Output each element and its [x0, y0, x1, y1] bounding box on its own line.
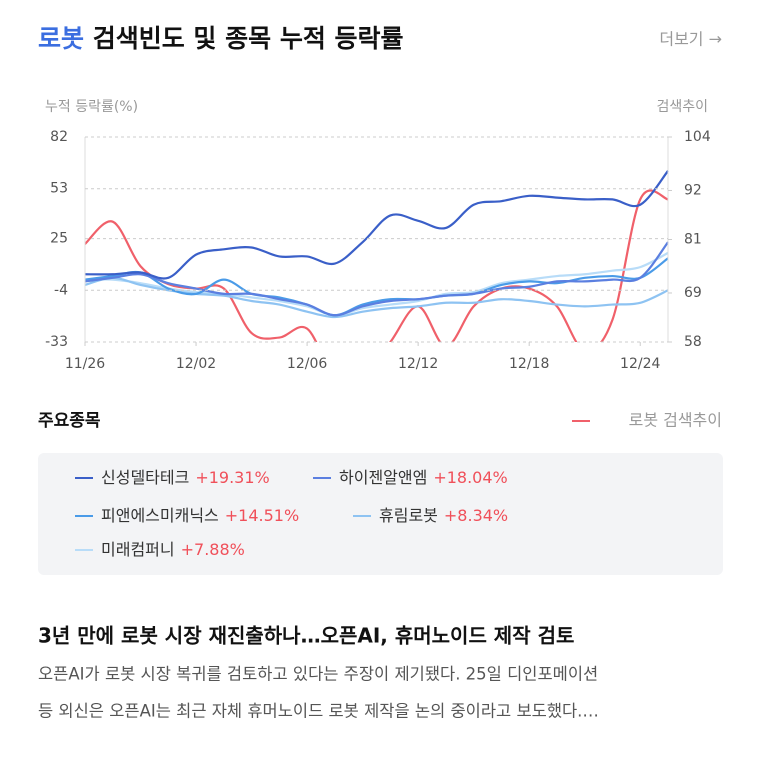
plot-lines — [85, 170, 669, 342]
series-line — [85, 170, 669, 280]
legend-label: 로봇 검색추이 — [629, 411, 722, 430]
x-tick-label: 12/06 — [287, 356, 327, 372]
y2-tick-label: 104 — [684, 129, 711, 145]
legend-label: 미래컴퍼니 +7.88% — [101, 540, 245, 559]
y2-tick-label: 92 — [684, 182, 702, 198]
stock-change: +7.88% — [181, 540, 245, 559]
stock-name: 신성델타테크 — [101, 468, 189, 487]
legend-label: 하이젠알앤엠 +18.04% — [339, 468, 508, 487]
x-tick-label: 11/26 — [65, 356, 105, 372]
legend-label: 신성델타테크 +19.31% — [101, 468, 270, 487]
stock-change: +14.51% — [225, 506, 299, 525]
legend-label: 피앤에스미캐닉스 +14.51% — [101, 506, 299, 525]
stock-change: +19.31% — [195, 468, 269, 487]
y2-tick-label: 81 — [684, 232, 702, 248]
y2-axis-label: 검색추이 — [656, 99, 708, 115]
news-title[interactable]: 3년 만에 로봇 시장 재진출하나…오픈AI, 휴머노이드 제작 검토 — [38, 624, 574, 648]
y-axis-label: 누적 등락률(%) — [45, 99, 138, 115]
news-body: 등 외신은 오픈AI는 최근 자체 휴머노이드 로봇 제작을 논의 중이라고 보… — [38, 702, 599, 721]
y-tick-label: -33 — [45, 334, 68, 350]
stock-change: +18.04% — [433, 468, 507, 487]
y2-tick-label: 58 — [684, 334, 702, 350]
stock-name: 피앤에스미캐닉스 — [101, 506, 219, 525]
stocks-title: 주요종목 — [38, 411, 101, 431]
y-tick-label: 82 — [50, 129, 68, 145]
series-line — [85, 189, 669, 342]
title: 로봇 검색빈도 및 종목 누적 등락률 — [38, 24, 404, 53]
series-line — [85, 241, 669, 317]
x-tick-label: 12/24 — [620, 356, 660, 372]
stock-name: 하이젠알앤엠 — [339, 468, 427, 487]
y-tick-label: -4 — [54, 282, 68, 298]
news-body: 오픈AI가 로봇 시장 복귀를 검토하고 있다는 주장이 제기됐다. 25일 디… — [38, 665, 598, 684]
legend-box — [38, 453, 723, 575]
legend-label: 휴림로봇 +8.34% — [379, 506, 508, 525]
x-tick-label: 12/02 — [176, 356, 216, 372]
y-tick-label: 53 — [50, 181, 68, 197]
keyword: 로봇 — [38, 24, 84, 53]
stock-name: 휴림로봇 — [379, 506, 438, 525]
stock-name: 미래컴퍼니 — [101, 540, 175, 559]
more-link[interactable]: 더보기 → — [659, 30, 722, 49]
stock-change: +8.34% — [444, 506, 508, 525]
title-rest: 검색빈도 및 종목 누적 등락률 — [84, 24, 404, 53]
x-tick-label: 12/12 — [398, 356, 438, 372]
x-tick-label: 12/18 — [509, 356, 549, 372]
y-tick-label: 25 — [50, 231, 68, 247]
y2-tick-label: 69 — [684, 285, 702, 301]
